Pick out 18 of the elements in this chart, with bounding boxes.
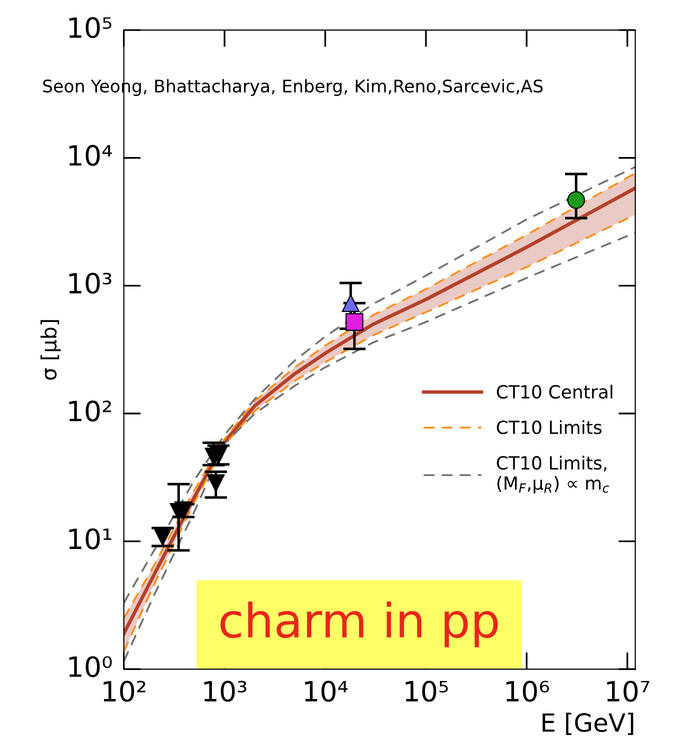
annotation: charm in pp	[220, 602, 498, 648]
legend-label: CT10 Limits	[496, 420, 602, 434]
y-tick-label: 10⁴	[69, 144, 112, 166]
x-tick-label: 10⁶	[506, 680, 549, 702]
legend-label: CT10 Central	[496, 384, 612, 399]
y-tick-label: 10⁰	[69, 656, 112, 678]
y-tick-label: 10¹	[69, 528, 112, 550]
y-axis-title: σ [μb]	[40, 320, 61, 380]
y-tick-label: 10⁵	[69, 17, 112, 38]
x-tick-label: 10⁴	[305, 680, 348, 702]
x-tick-label: 10³	[204, 680, 246, 702]
x-tick-label: 10²	[104, 680, 146, 702]
legend-label: CT10 Limits, (M$_{F}$,μ$_{R}$) ∝ m$_{c}$	[496, 456, 610, 494]
x-tick-label: 10⁵	[406, 680, 448, 702]
x-axis-title: E [GeV]	[542, 712, 634, 735]
y-tick-label: 10²	[69, 400, 111, 422]
y-tick-label: 10³	[69, 272, 112, 294]
x-tick-label: 10⁷	[607, 680, 650, 702]
